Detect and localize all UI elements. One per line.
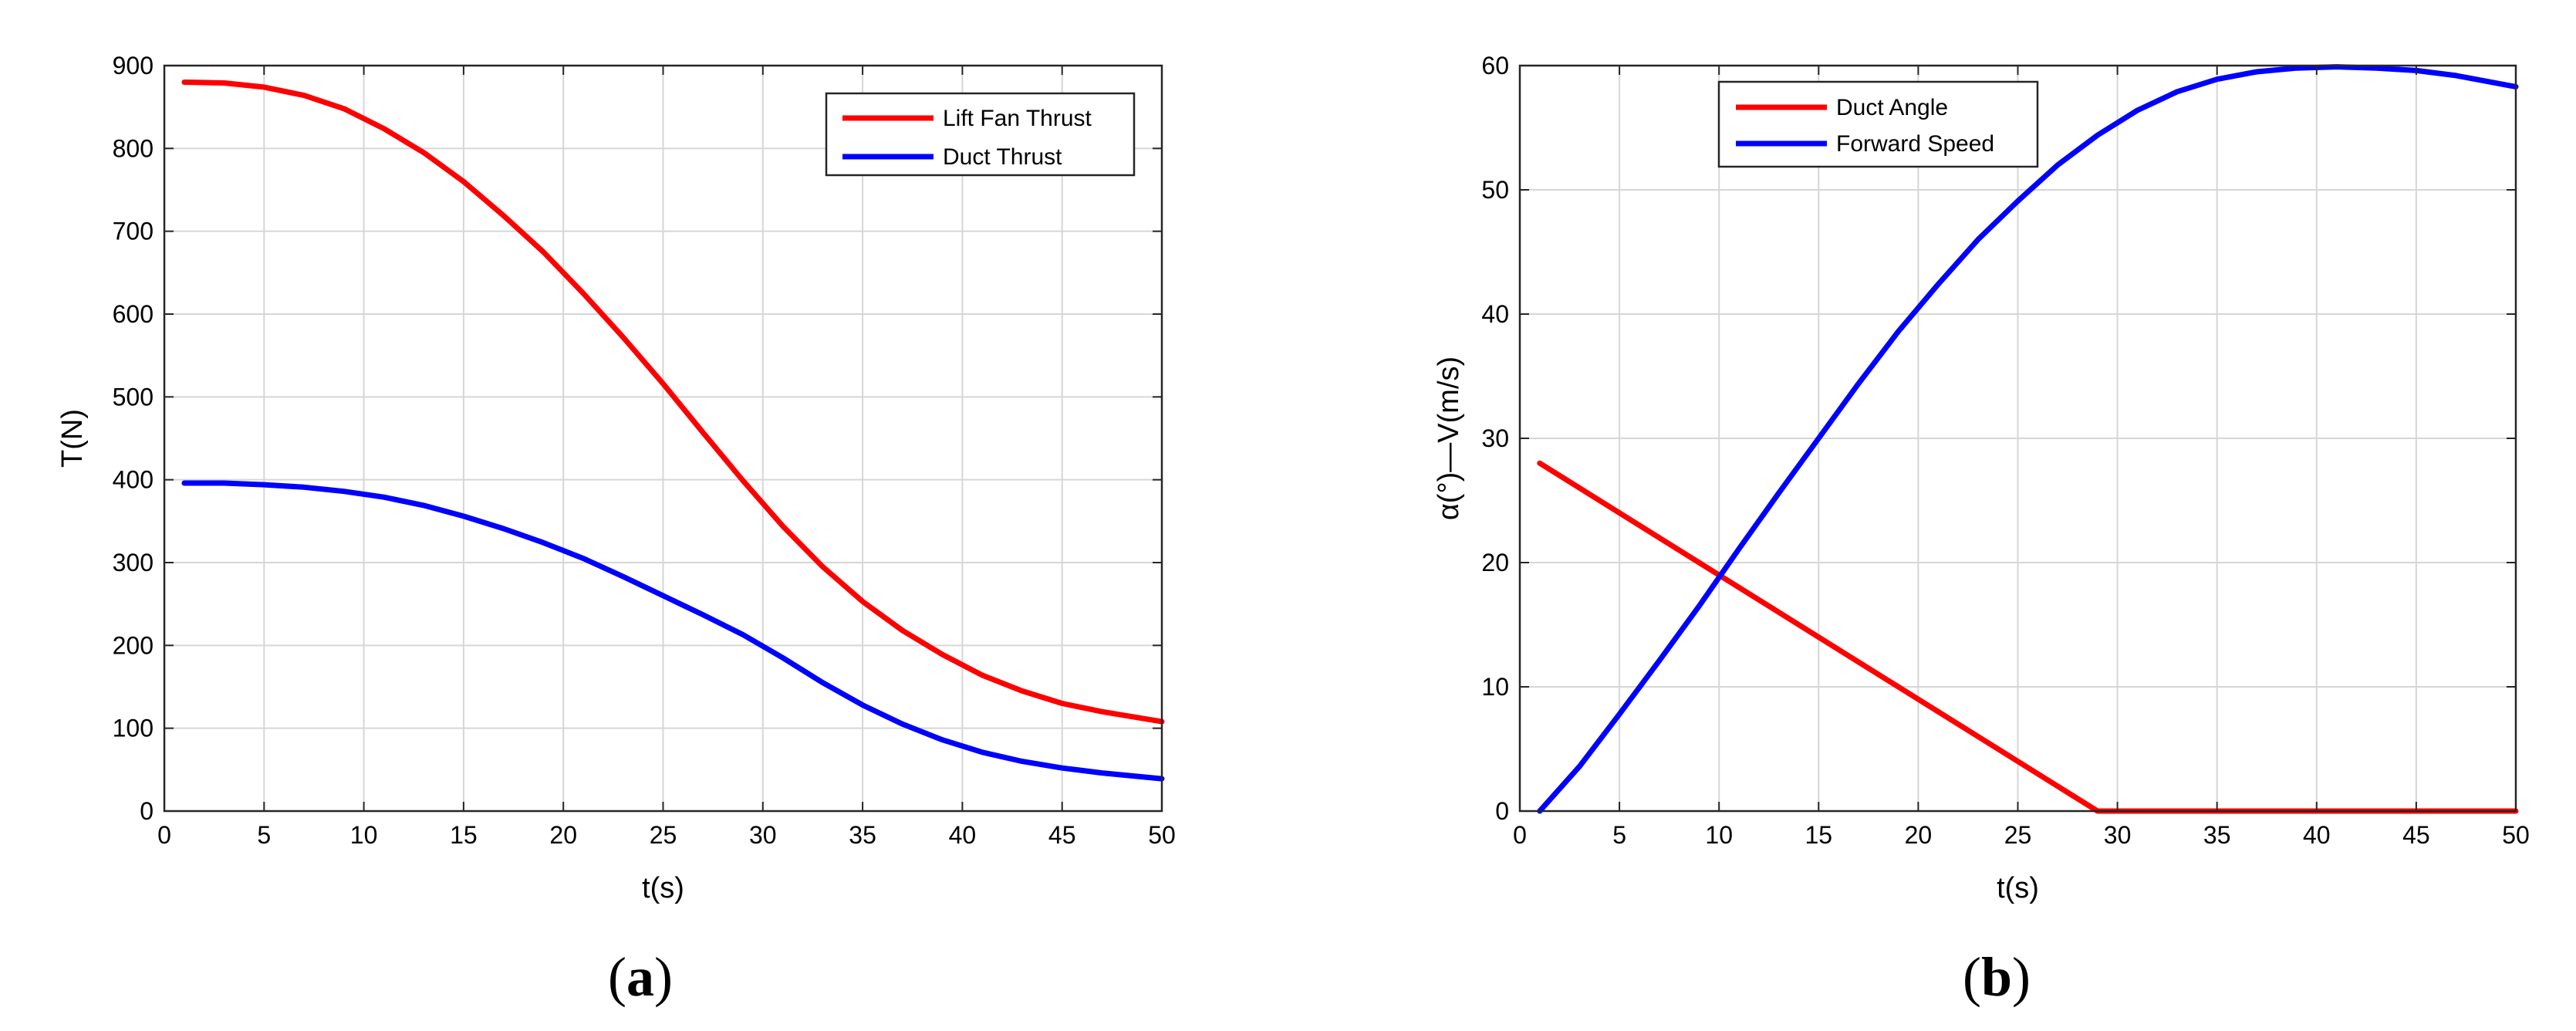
legend-entry-label: Forward Speed	[1836, 131, 1994, 157]
y-tick-label: 0	[1495, 797, 1509, 825]
x-tick-label: 10	[350, 821, 378, 849]
series-line-duct-thrust	[181, 480, 1165, 782]
y-tick-label: 10	[1481, 673, 1509, 701]
legend-entry-label: Duct Angle	[1836, 95, 1948, 120]
y-axis-label: α(°)—V(m/s)	[1433, 357, 1465, 520]
x-tick-label: 25	[2004, 821, 2032, 849]
y-tick-label: 30	[1481, 424, 1509, 452]
x-tick-label: 45	[1048, 821, 1076, 849]
caption-letter: a	[626, 946, 654, 1008]
legend-box	[1717, 80, 2039, 168]
x-tick-label: 30	[2104, 821, 2132, 849]
y-tick-label: 600	[113, 300, 154, 328]
caption-letter: b	[1981, 946, 2012, 1008]
caption-open-paren: (	[608, 946, 626, 1008]
x-tick-label: 20	[549, 821, 577, 849]
series-line-forward-speed	[1537, 64, 2519, 814]
legend-entry-label: Duct Thrust	[943, 144, 1062, 170]
y-tick-label: 0	[140, 797, 154, 825]
x-tick-label: 40	[949, 821, 977, 849]
series-line-lift-fan-thrust	[181, 79, 1165, 725]
y-tick-label: 700	[113, 218, 154, 245]
panel-a: 0 5 10 15 20 25 30 35 40 45 5001002003004005006007…	[56, 52, 1176, 1008]
y-tick-label: 300	[113, 549, 154, 576]
x-tick-label: 35	[2203, 821, 2231, 849]
x-tick-label: 50	[2502, 821, 2530, 849]
panel-caption: (b)	[1963, 946, 2031, 1008]
x-tick-label: 35	[849, 821, 876, 849]
x-tick-label: 5	[257, 821, 271, 849]
legend: Lift Fan Thrust Duct Thrust	[825, 92, 1136, 177]
x-axis-label: t(s)	[1997, 872, 2039, 904]
x-tick-label: 10	[1705, 821, 1733, 849]
caption-close-paren: )	[654, 946, 673, 1008]
caption-open-paren: (	[1963, 946, 1981, 1008]
y-tick-label: 200	[113, 631, 154, 659]
x-tick-label: 25	[650, 821, 677, 849]
y-tick-label: 40	[1481, 300, 1509, 328]
x-tick-label: 45	[2402, 821, 2430, 849]
y-tick-label: 50	[1481, 176, 1509, 204]
x-tick-label: 0	[1513, 821, 1527, 849]
y-tick-label: 800	[113, 134, 154, 162]
x-tick-label: 20	[1905, 821, 1933, 849]
y-tick-label: 400	[113, 466, 154, 494]
y-tick-label: 20	[1481, 549, 1509, 576]
legend-entry-label: Lift Fan Thrust	[943, 106, 1092, 131]
x-tick-label: 0	[157, 821, 171, 849]
legend: Duct Angle Forward Speed	[1717, 80, 2039, 168]
panel-b: 0 5 10 15 20 25 30 35 40 45 50 0 10 20 30 40 50 60 t(s) α(°…	[1433, 52, 2530, 1008]
x-tick-label: 15	[1805, 821, 1833, 849]
x-tick-label: 30	[749, 821, 777, 849]
y-tick-label: 100	[113, 715, 154, 742]
x-tick-label: 40	[2303, 821, 2331, 849]
x-axis-label: t(s)	[642, 872, 684, 904]
y-tick-label: 60	[1481, 52, 1509, 79]
x-tick-label: 50	[1148, 821, 1176, 849]
panel-caption: (a)	[608, 946, 673, 1008]
y-axis-label: T(N)	[56, 409, 89, 468]
x-tick-label: 15	[450, 821, 478, 849]
x-tick-label: 5	[1612, 821, 1626, 849]
caption-close-paren: )	[2012, 946, 2031, 1008]
legend-box	[825, 92, 1136, 177]
y-tick-label: 500	[113, 383, 154, 411]
y-tick-label: 900	[113, 52, 154, 79]
